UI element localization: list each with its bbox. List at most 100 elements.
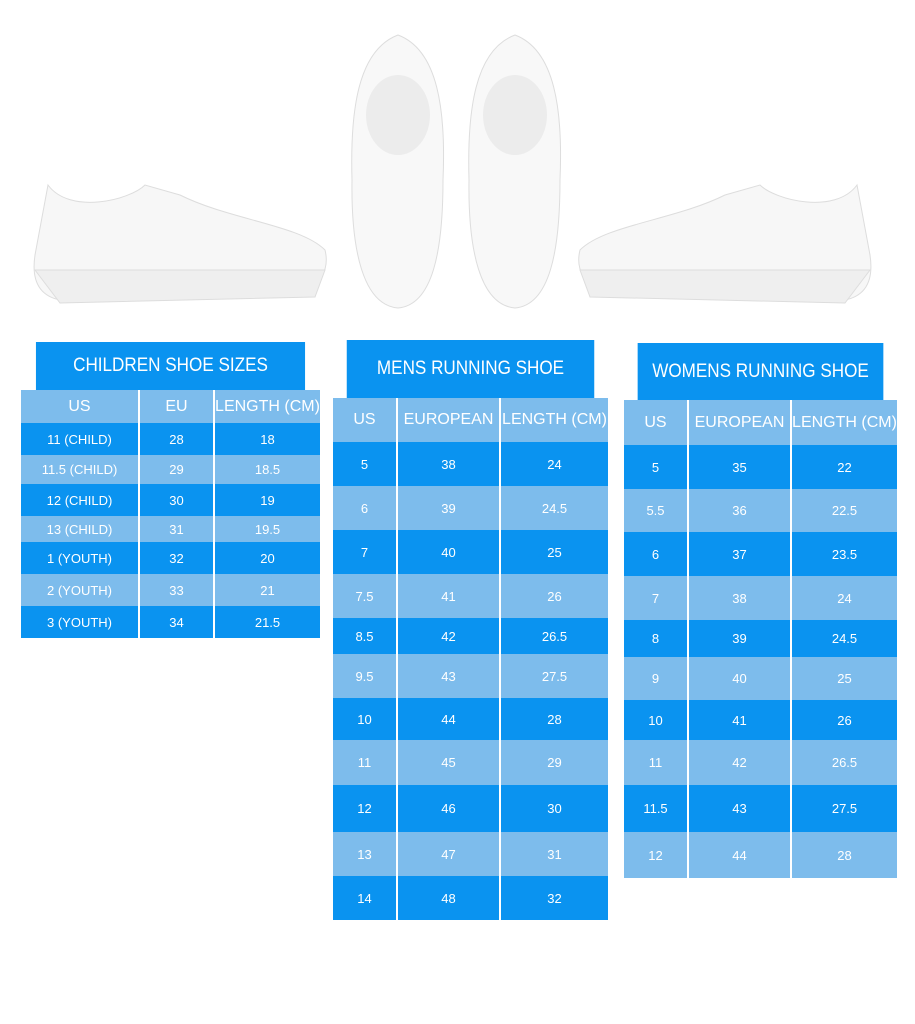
table-title: CHILDREN SHOE SIZES	[35, 342, 306, 390]
table-title: WOMENS RUNNING SHOE	[637, 343, 884, 400]
shoe-side-left-image	[33, 183, 327, 304]
table-row: 5.5 36 22.5	[624, 489, 897, 532]
table-cell: 21	[260, 582, 275, 598]
table-cell: 40	[398, 530, 501, 574]
table-cell: 11.5	[624, 785, 689, 832]
table-cell: 6	[624, 532, 689, 576]
table-cell: 19	[260, 492, 275, 508]
table-cell: 12	[624, 832, 689, 878]
table-cell: 30	[140, 484, 215, 516]
table-cell: 44	[398, 698, 501, 740]
table-cell: 3 (YOUTH)	[21, 606, 140, 638]
table-cell: 8.5	[333, 618, 398, 654]
table-cell: 22.5	[831, 503, 858, 518]
table-row: 6 37 23.5	[624, 532, 897, 576]
table-cell: 12 (CHILD)	[21, 484, 140, 516]
table-cell: 24	[547, 456, 562, 472]
header-row: US EUROPEAN LENGTH (CM)	[624, 400, 897, 445]
table-cell: 31	[140, 516, 215, 542]
table-row: 7 38 24	[624, 576, 897, 620]
column-header: EU	[140, 390, 215, 423]
table-row: 3 (YOUTH) 34 21.5	[21, 606, 320, 638]
table-row: 10 41 26	[624, 700, 897, 740]
table-row: 14 48 32	[333, 876, 608, 920]
table-cell: 18	[260, 431, 275, 447]
table-cell: 26	[837, 712, 852, 728]
table-row: 1 (YOUTH) 32 20	[21, 542, 320, 574]
column-header: LENGTH (CM)	[792, 413, 897, 431]
table-cell: 11	[624, 740, 689, 785]
table-row: 8.5 42 26.5	[333, 618, 608, 654]
column-header: US	[21, 390, 140, 423]
table-cell: 9.5	[333, 654, 398, 698]
table-row: 12 44 28	[624, 832, 897, 878]
table-cell: 29	[547, 755, 562, 770]
table-cell: 26.5	[831, 755, 858, 770]
table-cell: 10	[624, 700, 689, 740]
table-cell: 30	[547, 801, 562, 816]
table-row: 2 (YOUTH) 33 21	[21, 574, 320, 606]
table-cell: 45	[398, 740, 501, 785]
table-cell: 26	[547, 588, 562, 604]
column-header: EUROPEAN	[689, 400, 792, 445]
table-cell: 31	[547, 846, 562, 862]
header-row: US EU LENGTH (CM)	[21, 390, 320, 423]
table-row: 7.5 41 26	[333, 574, 608, 618]
table-cell: 42	[689, 740, 792, 785]
table-cell: 47	[398, 832, 501, 876]
table-cell: 20	[260, 550, 275, 566]
table-row: 9.5 43 27.5	[333, 654, 608, 698]
table-cell: 25	[547, 544, 562, 560]
table-row: 5 38 24	[333, 442, 608, 486]
table-cell: 36	[689, 489, 792, 532]
table-cell: 13 (CHILD)	[21, 516, 140, 542]
table-cell: 43	[398, 654, 501, 698]
table-cell: 19.5	[254, 521, 281, 537]
table-cell: 26.5	[541, 628, 568, 644]
table-cell: 22	[837, 459, 852, 475]
table-row: 7 40 25	[333, 530, 608, 574]
table-cell: 29	[140, 455, 215, 484]
table-cell: 38	[398, 442, 501, 486]
table-cell: 42	[398, 618, 501, 654]
table-row: 5 35 22	[624, 445, 897, 489]
table-cell: 14	[333, 876, 398, 920]
table-cell: 5	[333, 442, 398, 486]
table-cell: 18.5	[254, 462, 281, 477]
column-header: EUROPEAN	[398, 398, 501, 442]
shoe-top-right-image	[468, 34, 562, 309]
table-row: 9 40 25	[624, 657, 897, 700]
table-row: 10 44 28	[333, 698, 608, 740]
table-cell: 6	[333, 486, 398, 530]
table-cell: 27.5	[541, 668, 568, 684]
table-cell: 8	[624, 620, 689, 657]
table-cell: 13	[333, 832, 398, 876]
table-cell: 28	[547, 711, 562, 727]
table-cell: 1 (YOUTH)	[21, 542, 140, 574]
table-cell: 7	[333, 530, 398, 574]
table-cell: 23.5	[831, 546, 858, 562]
table-cell: 24	[837, 590, 852, 606]
table-cell: 24.5	[831, 631, 858, 646]
table-cell: 41	[689, 700, 792, 740]
table-cell: 11	[333, 740, 398, 785]
table-cell: 9	[624, 657, 689, 700]
womens-size-table: WOMENS RUNNING SHOE US EUROPEAN LENGTH (CM)…	[624, 343, 897, 878]
table-cell: 11.5 (CHILD)	[21, 455, 140, 484]
table-cell: 24.5	[541, 500, 568, 516]
column-header: LENGTH (CM)	[215, 397, 320, 415]
table-cell: 12	[333, 785, 398, 832]
table-row: 12 (CHILD) 30 19	[21, 484, 320, 516]
table-cell: 35	[689, 445, 792, 489]
column-header: LENGTH (CM)	[502, 411, 607, 428]
table-row: 8 39 24.5	[624, 620, 897, 657]
table-cell: 39	[689, 620, 792, 657]
header-row: US EUROPEAN LENGTH (CM)	[333, 398, 608, 442]
table-row: 11.5 43 27.5	[624, 785, 897, 832]
table-cell: 25	[837, 671, 852, 686]
table-cell: 34	[140, 606, 215, 638]
column-header: US	[333, 398, 398, 442]
children-size-table: CHILDREN SHOE SIZES US EU LENGTH (CM) 11 (CH…	[21, 342, 320, 638]
table-cell: 40	[689, 657, 792, 700]
table-cell: 7	[624, 576, 689, 620]
